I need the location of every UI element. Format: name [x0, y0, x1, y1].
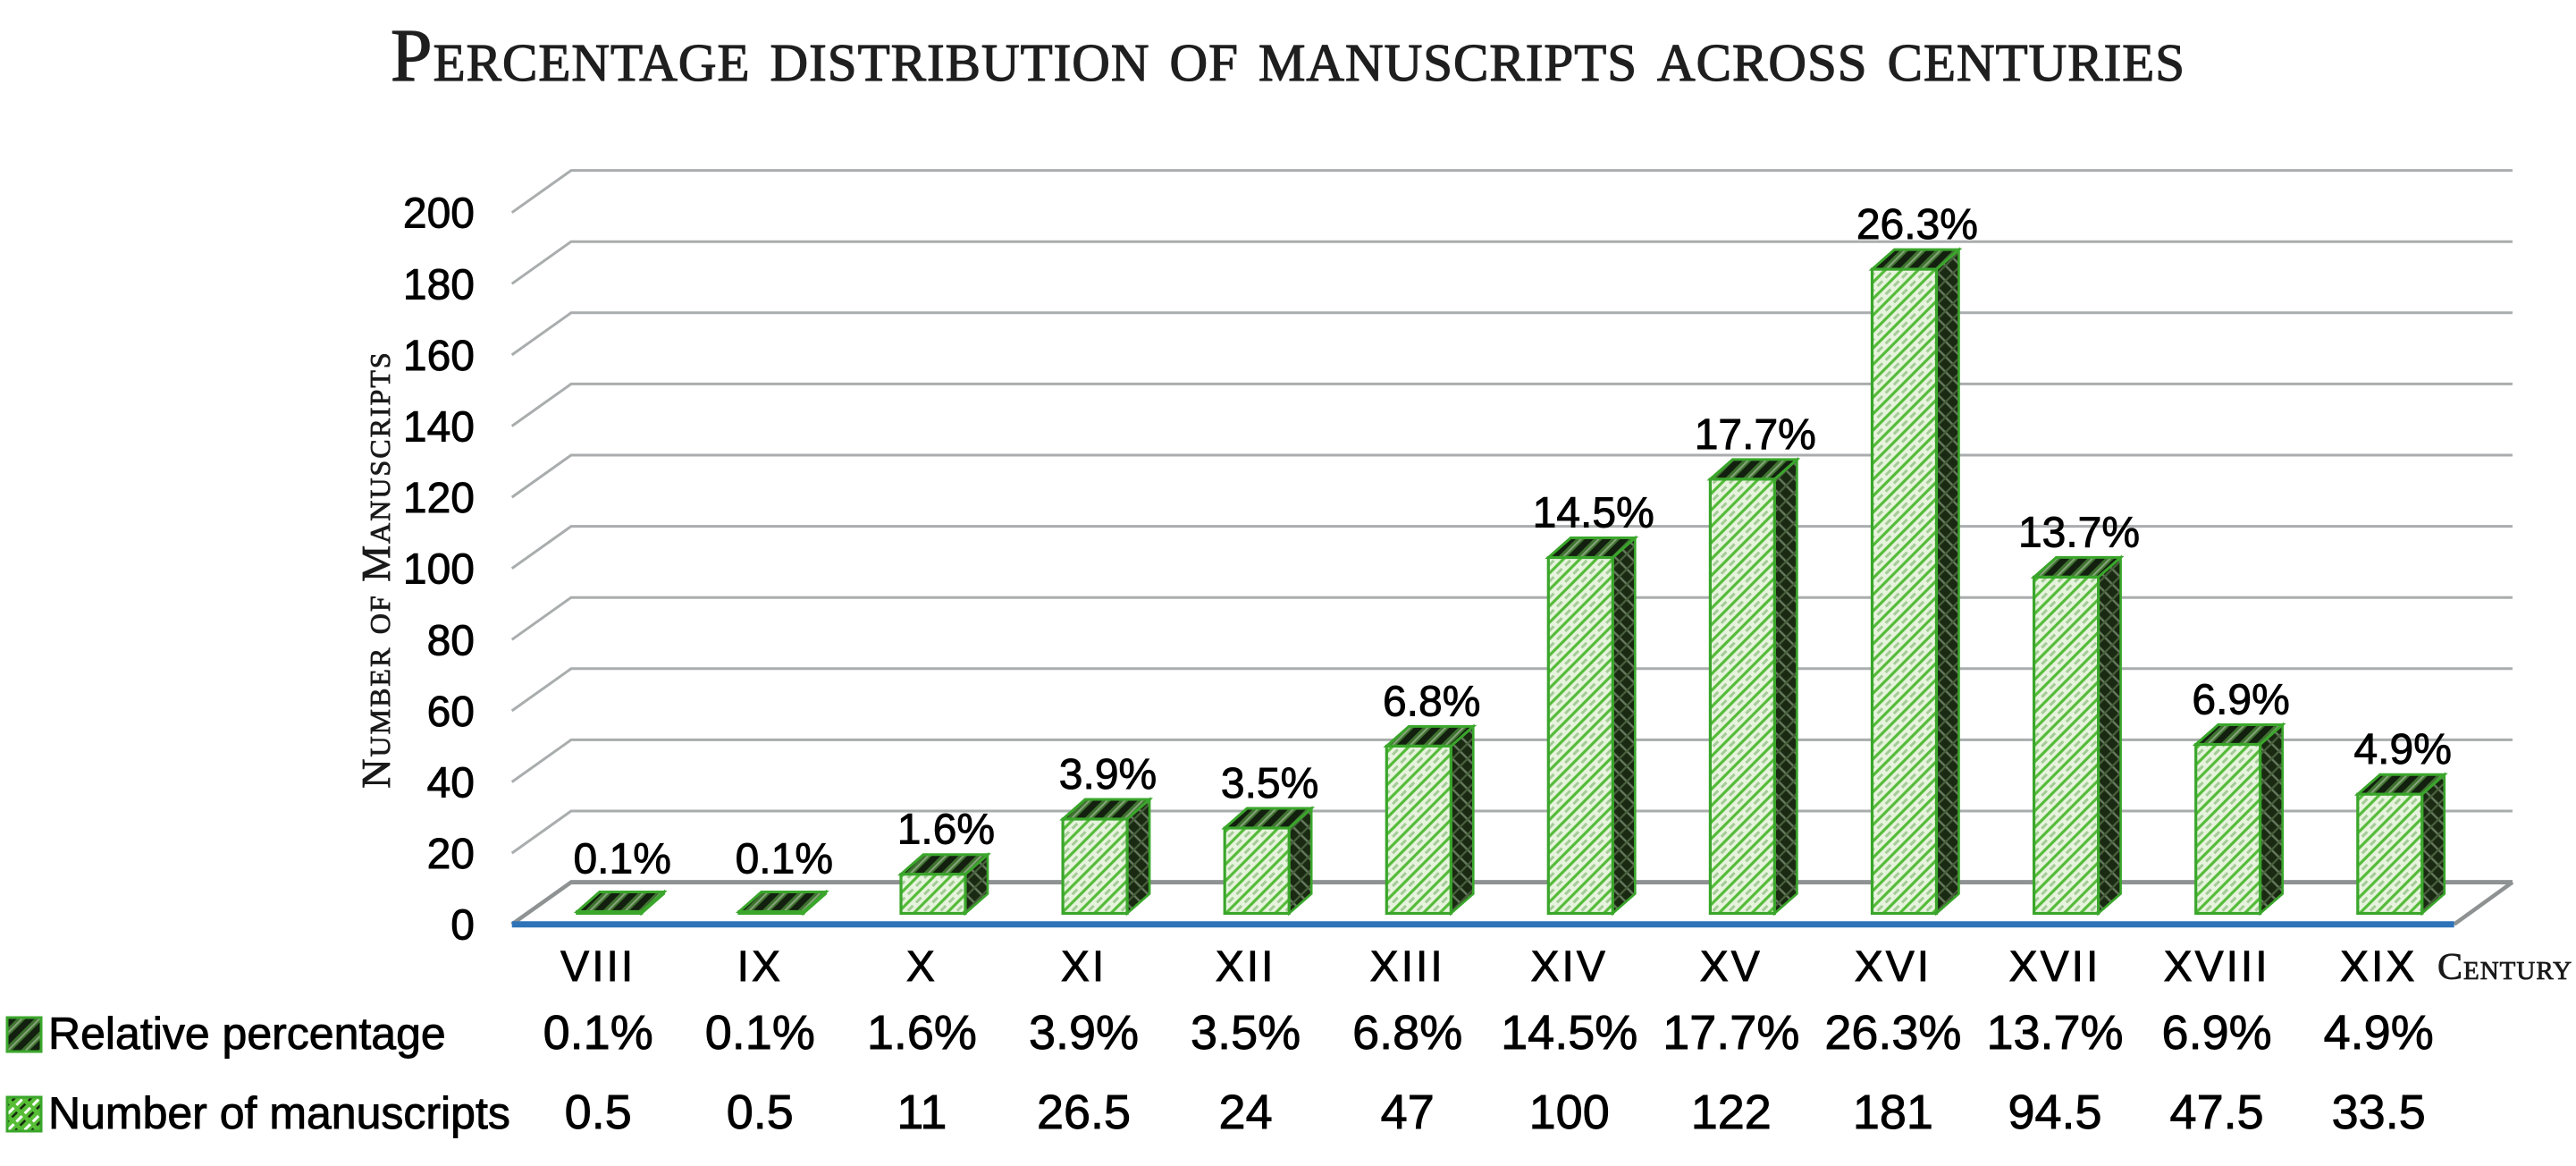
svg-text:X: X — [906, 943, 938, 991]
svg-text:XII: XII — [1216, 943, 1276, 991]
svg-text:3.9%: 3.9% — [1059, 751, 1157, 798]
svg-text:14.5%: 14.5% — [1533, 490, 1654, 537]
svg-text:Percentage distribution of man: Percentage distribution of manuscripts a… — [391, 14, 2185, 97]
svg-text:XI: XI — [1061, 943, 1107, 991]
svg-text:XV: XV — [1700, 943, 1763, 991]
svg-text:14.5%: 14.5% — [1501, 1006, 1637, 1060]
svg-text:26.5: 26.5 — [1037, 1086, 1131, 1139]
svg-text:XVII: XVII — [2009, 943, 2101, 991]
svg-text:6.9%: 6.9% — [2192, 677, 2289, 724]
svg-text:160: 160 — [403, 333, 475, 380]
svg-text:VIII: VIII — [560, 943, 636, 991]
svg-text:Number of Manuscripts: Number of Manuscripts — [353, 351, 399, 788]
svg-text:180: 180 — [403, 261, 475, 308]
svg-text:0.1%: 0.1% — [543, 1006, 653, 1060]
svg-text:47: 47 — [1381, 1086, 1435, 1139]
svg-text:6.8%: 6.8% — [1383, 678, 1480, 725]
svg-text:0: 0 — [450, 902, 475, 950]
svg-text:0.1%: 0.1% — [705, 1006, 815, 1060]
svg-text:40: 40 — [427, 760, 475, 807]
svg-text:6.9%: 6.9% — [2162, 1006, 2272, 1060]
svg-text:6.8%: 6.8% — [1352, 1006, 1462, 1060]
svg-text:0.5: 0.5 — [565, 1086, 632, 1139]
svg-text:Number of manuscripts: Number of manuscripts — [48, 1088, 510, 1138]
svg-text:XIV: XIV — [1531, 943, 1608, 991]
svg-text:0.5: 0.5 — [727, 1086, 794, 1139]
svg-text:3.5%: 3.5% — [1221, 760, 1318, 807]
svg-text:11: 11 — [897, 1086, 947, 1139]
svg-text:80: 80 — [427, 617, 475, 664]
svg-text:100: 100 — [1529, 1086, 1610, 1139]
svg-text:XIX: XIX — [2340, 943, 2417, 991]
svg-text:140: 140 — [403, 404, 475, 452]
svg-text:100: 100 — [403, 546, 475, 594]
svg-text:13.7%: 13.7% — [2018, 509, 2140, 556]
svg-text:33.5: 33.5 — [2332, 1086, 2426, 1139]
svg-text:94.5: 94.5 — [2008, 1086, 2101, 1139]
svg-text:Century: Century — [2437, 947, 2572, 988]
svg-text:Relative percentage: Relative percentage — [48, 1009, 446, 1059]
svg-text:13.7%: 13.7% — [1986, 1006, 2123, 1060]
svg-text:XVIII: XVIII — [2164, 943, 2270, 991]
svg-text:122: 122 — [1691, 1086, 1772, 1139]
svg-text:24: 24 — [1219, 1086, 1273, 1139]
svg-text:0.1%: 0.1% — [736, 836, 833, 883]
svg-text:47.5: 47.5 — [2170, 1086, 2264, 1139]
svg-text:60: 60 — [427, 689, 475, 736]
svg-text:200: 200 — [403, 190, 475, 238]
svg-text:4.9%: 4.9% — [2353, 726, 2451, 773]
svg-text:26.3%: 26.3% — [1856, 201, 1978, 249]
svg-text:1.6%: 1.6% — [897, 807, 995, 854]
svg-text:20: 20 — [427, 831, 475, 878]
svg-text:120: 120 — [403, 475, 475, 522]
svg-text:1.6%: 1.6% — [867, 1006, 977, 1060]
svg-text:17.7%: 17.7% — [1695, 411, 1816, 459]
svg-text:3.5%: 3.5% — [1191, 1006, 1301, 1060]
svg-text:4.9%: 4.9% — [2324, 1006, 2434, 1060]
svg-text:XVI: XVI — [1855, 943, 1932, 991]
svg-text:26.3%: 26.3% — [1824, 1006, 1961, 1060]
svg-text:181: 181 — [1853, 1086, 1933, 1139]
svg-text:17.7%: 17.7% — [1663, 1006, 1799, 1060]
svg-text:IX: IX — [737, 943, 783, 991]
svg-text:XIII: XIII — [1370, 943, 1445, 991]
svg-text:3.9%: 3.9% — [1029, 1006, 1139, 1060]
svg-text:0.1%: 0.1% — [573, 836, 670, 883]
